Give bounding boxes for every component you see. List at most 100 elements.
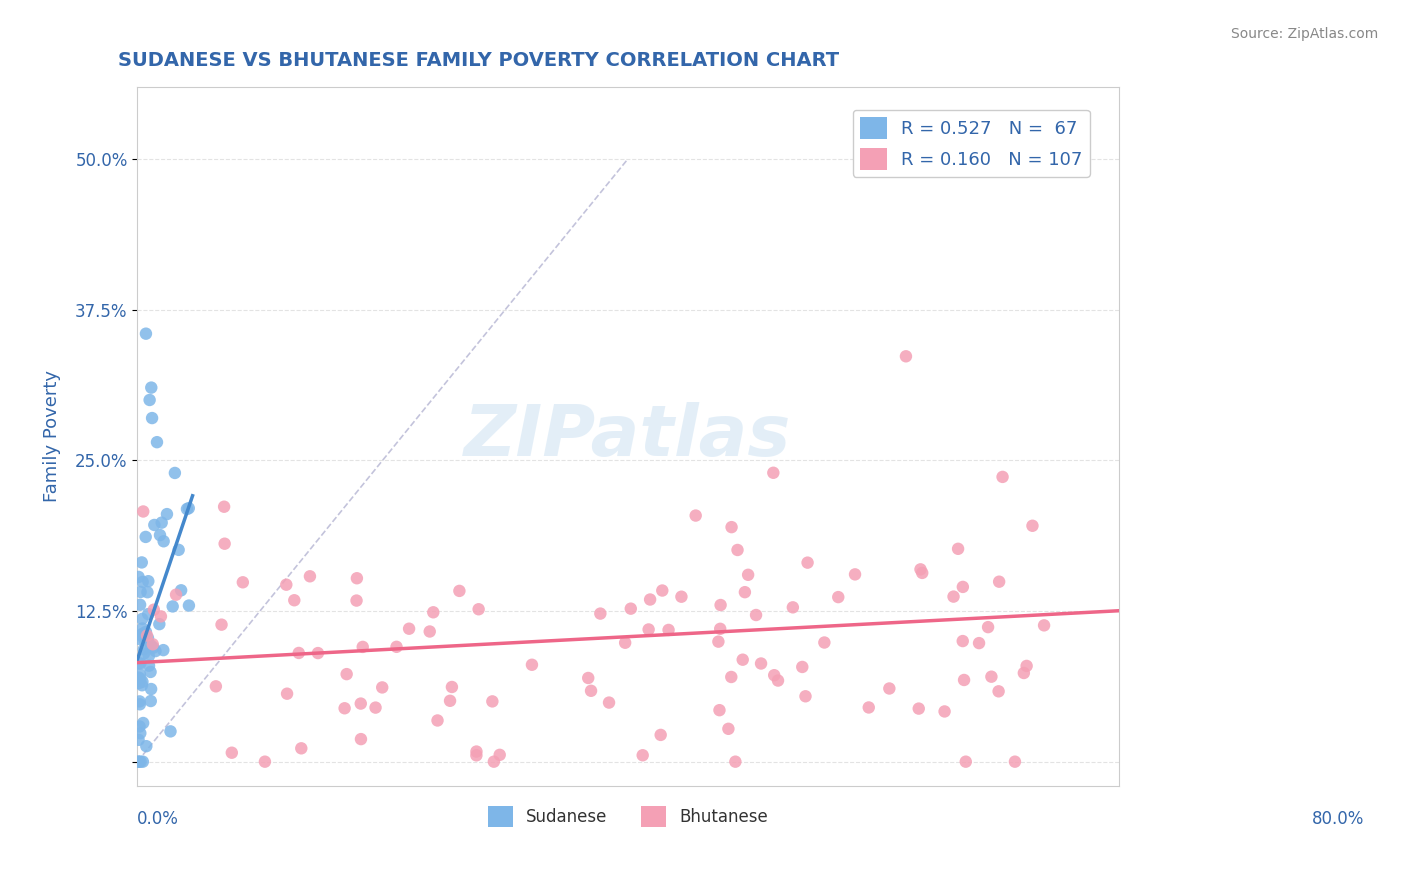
Sudanese <box>128 676 150 690</box>
Bhutanese <box>988 574 1011 589</box>
Sudanese <box>145 644 167 658</box>
Sudanese <box>139 665 162 679</box>
Bhutanese <box>671 590 693 604</box>
Bhutanese <box>955 755 977 769</box>
Bhutanese <box>1021 518 1043 533</box>
Y-axis label: Family Poverty: Family Poverty <box>44 370 60 502</box>
Bhutanese <box>685 508 707 523</box>
Sudanese <box>177 501 200 516</box>
Sudanese <box>156 507 179 521</box>
Bhutanese <box>1033 618 1056 632</box>
Bhutanese <box>1004 755 1026 769</box>
Bhutanese <box>794 690 817 704</box>
Bhutanese <box>953 673 976 687</box>
Bhutanese <box>782 600 804 615</box>
Bhutanese <box>637 623 659 637</box>
Sudanese <box>132 642 155 657</box>
Bhutanese <box>346 571 368 585</box>
Bhutanese <box>579 683 602 698</box>
Sudanese <box>128 671 150 685</box>
Sudanese <box>176 502 198 516</box>
Bhutanese <box>910 562 932 576</box>
Bhutanese <box>149 609 172 624</box>
Bhutanese <box>221 746 243 760</box>
Sudanese <box>128 755 150 769</box>
Sudanese <box>170 583 193 598</box>
Sudanese <box>136 607 159 621</box>
Bhutanese <box>439 694 461 708</box>
Bhutanese <box>827 590 849 604</box>
Bhutanese <box>1033 140 1056 154</box>
Bhutanese <box>631 748 654 763</box>
Sudanese <box>131 556 153 570</box>
Bhutanese <box>336 667 359 681</box>
Sudanese <box>135 624 157 639</box>
Sudanese <box>167 542 190 557</box>
Bhutanese <box>481 694 503 708</box>
Bhutanese <box>894 349 917 363</box>
Bhutanese <box>967 636 990 650</box>
Bhutanese <box>1015 659 1038 673</box>
Bhutanese <box>942 590 965 604</box>
Sudanese <box>129 598 152 612</box>
Bhutanese <box>440 680 463 694</box>
Sudanese <box>128 673 150 688</box>
Bhutanese <box>724 755 747 769</box>
Sudanese <box>148 617 170 632</box>
Bhutanese <box>211 617 233 632</box>
Sudanese <box>128 732 150 747</box>
Sudanese <box>139 694 162 708</box>
Bhutanese <box>946 541 969 556</box>
Sudanese <box>152 643 174 657</box>
Sudanese <box>129 726 152 740</box>
Sudanese <box>138 649 160 664</box>
Sudanese <box>141 381 163 395</box>
Sudanese <box>150 516 173 530</box>
Bhutanese <box>952 580 974 594</box>
Sudanese <box>132 755 155 769</box>
Sudanese <box>142 640 165 655</box>
Bhutanese <box>350 732 373 747</box>
Sudanese <box>129 657 152 671</box>
Bhutanese <box>763 668 786 682</box>
Sudanese <box>131 678 153 692</box>
Sudanese <box>139 681 162 696</box>
Sudanese <box>162 599 184 614</box>
Sudanese <box>128 570 150 584</box>
Sudanese <box>152 534 174 549</box>
Bhutanese <box>658 623 681 637</box>
Bhutanese <box>749 657 772 671</box>
Sudanese <box>128 667 150 681</box>
Sudanese <box>128 657 150 671</box>
Bhutanese <box>792 660 814 674</box>
Bhutanese <box>214 537 236 551</box>
Sudanese <box>132 646 155 660</box>
Bhutanese <box>422 605 444 619</box>
Bhutanese <box>298 569 321 583</box>
Sudanese <box>139 639 162 653</box>
Sudanese <box>143 518 166 533</box>
Sudanese <box>177 599 200 613</box>
Sudanese <box>141 411 163 425</box>
Sudanese <box>138 658 160 673</box>
Bhutanese <box>709 703 731 717</box>
Text: Source: ZipAtlas.com: Source: ZipAtlas.com <box>1230 27 1378 41</box>
Bhutanese <box>766 673 789 688</box>
Bhutanese <box>614 636 637 650</box>
Text: SUDANESE VS BHUTANESE FAMILY POVERTY CORRELATION CHART: SUDANESE VS BHUTANESE FAMILY POVERTY COR… <box>118 51 839 70</box>
Bhutanese <box>307 646 329 660</box>
Bhutanese <box>426 714 449 728</box>
Bhutanese <box>165 588 187 602</box>
Text: ZIPatlas: ZIPatlas <box>464 401 792 471</box>
Sudanese <box>134 633 156 648</box>
Text: 80.0%: 80.0% <box>1312 810 1364 829</box>
Sudanese <box>149 528 172 542</box>
Bhutanese <box>720 670 742 684</box>
Sudanese <box>159 724 181 739</box>
Sudanese <box>146 435 169 450</box>
Sudanese <box>131 612 153 626</box>
Sudanese <box>129 585 152 599</box>
Sudanese <box>136 585 159 599</box>
Bhutanese <box>371 681 394 695</box>
Bhutanese <box>638 592 661 607</box>
